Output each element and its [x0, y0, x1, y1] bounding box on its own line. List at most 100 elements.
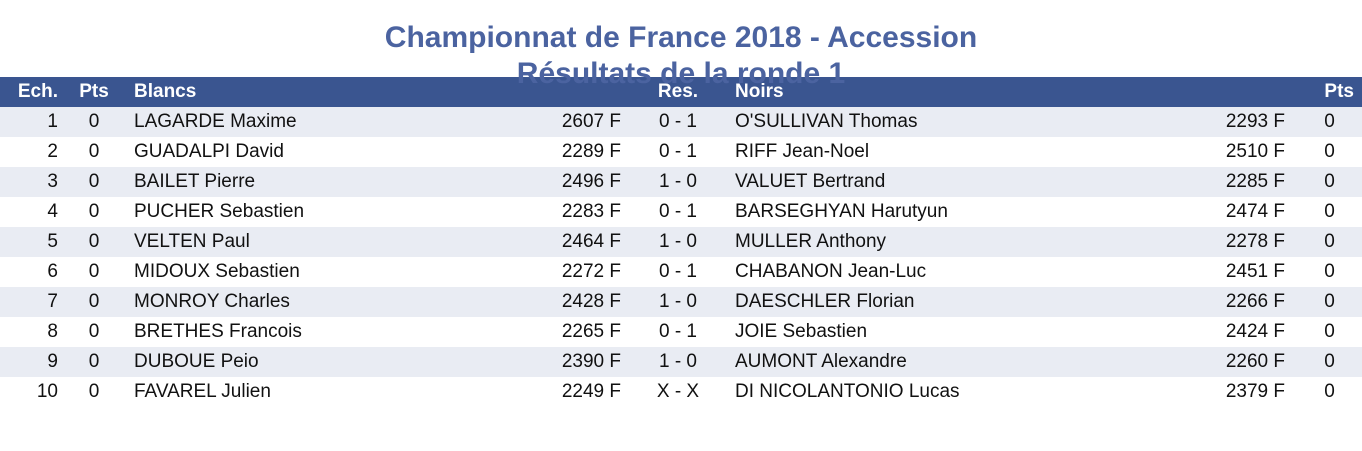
white-pts-cell: 0	[68, 167, 120, 197]
white-elo-cell: 2607 F	[553, 107, 633, 137]
page-title: Championnat de France 2018 - Accession	[384, 21, 978, 54]
result-cell: 1 - 0	[633, 347, 723, 377]
white-player-cell: PUCHER Sebastien	[120, 197, 553, 227]
black-player-cell: DI NICOLANTONIO Lucas	[723, 377, 1193, 407]
black-player-cell: MULLER Anthony	[723, 227, 1193, 257]
results-table: Ech. Pts Blancs Res. Noirs Pts 1 0 LAGARDE…	[0, 77, 1362, 407]
black-player-cell: DAESCHLER Florian	[723, 287, 1193, 317]
black-pts-cell: 0	[1297, 137, 1362, 167]
black-elo-cell: 2293 F	[1193, 107, 1297, 137]
black-elo-cell: 2451 F	[1193, 257, 1297, 287]
black-pts-cell: 0	[1297, 317, 1362, 347]
result-cell: 0 - 1	[633, 137, 723, 167]
col-header-result: Res.	[633, 77, 723, 107]
white-pts-cell: 0	[68, 107, 120, 137]
black-pts-cell: 0	[1297, 347, 1362, 377]
black-pts-cell: 0	[1297, 197, 1362, 227]
black-pts-cell: 0	[1297, 107, 1362, 137]
white-player-cell: DUBOUE Peio	[120, 347, 553, 377]
white-player-cell: FAVAREL Julien	[120, 377, 553, 407]
white-pts-cell: 0	[68, 227, 120, 257]
board-cell: 1	[0, 107, 68, 137]
board-cell: 8	[0, 317, 68, 347]
black-elo-cell: 2474 F	[1193, 197, 1297, 227]
black-player-cell: RIFF Jean-Noel	[723, 137, 1193, 167]
white-player-cell: BAILET Pierre	[120, 167, 553, 197]
col-header-white: Blancs	[120, 77, 553, 107]
table-header-row: Ech. Pts Blancs Res. Noirs Pts	[0, 77, 1362, 107]
col-header-board: Ech.	[0, 77, 68, 107]
white-player-cell: GUADALPI David	[120, 137, 553, 167]
white-player-cell: MIDOUX Sebastien	[120, 257, 553, 287]
black-pts-cell: 0	[1297, 377, 1362, 407]
result-cell: 1 - 0	[633, 227, 723, 257]
black-elo-cell: 2285 F	[1193, 167, 1297, 197]
result-cell: 0 - 1	[633, 317, 723, 347]
white-elo-cell: 2289 F	[553, 137, 633, 167]
black-elo-cell: 2278 F	[1193, 227, 1297, 257]
board-cell: 4	[0, 197, 68, 227]
white-elo-cell: 2272 F	[553, 257, 633, 287]
col-header-white-elo	[553, 77, 633, 107]
white-elo-cell: 2249 F	[553, 377, 633, 407]
white-elo-cell: 2390 F	[553, 347, 633, 377]
white-player-cell: VELTEN Paul	[120, 227, 553, 257]
black-elo-cell: 2260 F	[1193, 347, 1297, 377]
result-cell: 1 - 0	[633, 287, 723, 317]
black-elo-cell: 2266 F	[1193, 287, 1297, 317]
black-elo-cell: 2510 F	[1193, 137, 1297, 167]
black-pts-cell: 0	[1297, 257, 1362, 287]
white-elo-cell: 2464 F	[553, 227, 633, 257]
white-elo-cell: 2283 F	[553, 197, 633, 227]
result-cell: 0 - 1	[633, 107, 723, 137]
white-pts-cell: 0	[68, 137, 120, 167]
result-cell: 1 - 0	[633, 167, 723, 197]
board-cell: 2	[0, 137, 68, 167]
black-pts-cell: 0	[1297, 167, 1362, 197]
board-cell: 5	[0, 227, 68, 257]
black-player-cell: VALUET Bertrand	[723, 167, 1193, 197]
white-pts-cell: 0	[68, 197, 120, 227]
result-cell: 0 - 1	[633, 197, 723, 227]
board-cell: 3	[0, 167, 68, 197]
white-player-cell: BRETHES Francois	[120, 317, 553, 347]
black-player-cell: JOIE Sebastien	[723, 317, 1193, 347]
black-elo-cell: 2424 F	[1193, 317, 1297, 347]
black-player-cell: AUMONT Alexandre	[723, 347, 1193, 377]
black-pts-cell: 0	[1297, 287, 1362, 317]
white-player-cell: MONROY Charles	[120, 287, 553, 317]
result-cell: X - X	[633, 377, 723, 407]
col-header-white-pts: Pts	[68, 77, 120, 107]
board-cell: 9	[0, 347, 68, 377]
white-elo-cell: 2265 F	[553, 317, 633, 347]
white-elo-cell: 2496 F	[553, 167, 633, 197]
result-cell: 0 - 1	[633, 257, 723, 287]
white-pts-cell: 0	[68, 257, 120, 287]
white-pts-cell: 0	[68, 317, 120, 347]
page-header: Championnat de France 2018 - Accession R…	[0, 0, 1362, 90]
white-elo-cell: 2428 F	[553, 287, 633, 317]
white-player-cell: LAGARDE Maxime	[120, 107, 553, 137]
black-player-cell: O'SULLIVAN Thomas	[723, 107, 1193, 137]
board-cell: 7	[0, 287, 68, 317]
white-pts-cell: 0	[68, 287, 120, 317]
white-pts-cell: 0	[68, 347, 120, 377]
black-player-cell: CHABANON Jean-Luc	[723, 257, 1193, 287]
board-cell: 10	[0, 377, 68, 407]
col-header-black-elo	[1193, 77, 1297, 107]
board-cell: 6	[0, 257, 68, 287]
white-pts-cell: 0	[68, 377, 120, 407]
black-pts-cell: 0	[1297, 227, 1362, 257]
black-elo-cell: 2379 F	[1193, 377, 1297, 407]
col-header-black: Noirs	[723, 77, 1193, 107]
col-header-black-pts: Pts	[1297, 77, 1362, 107]
